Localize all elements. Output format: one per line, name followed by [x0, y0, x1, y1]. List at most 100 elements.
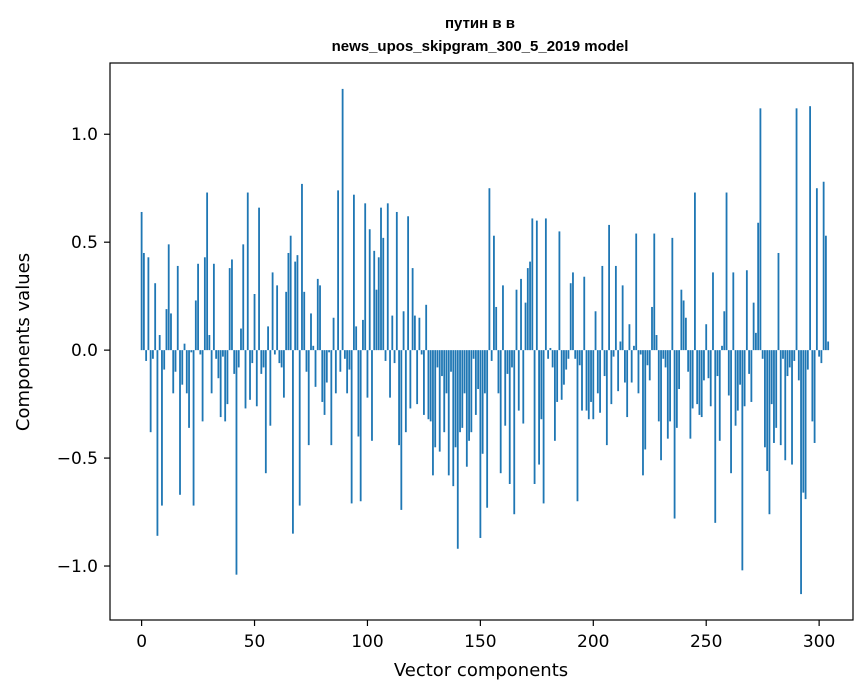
bar: [418, 317, 421, 351]
bar: [167, 244, 170, 351]
bar: [822, 181, 825, 351]
bar: [594, 311, 597, 351]
bar: [343, 350, 346, 359]
bar: [535, 220, 538, 351]
bar: [583, 276, 586, 351]
bar: [215, 350, 218, 359]
bar: [425, 304, 428, 351]
bar: [438, 350, 441, 452]
x-tick-label: 200: [577, 632, 609, 652]
bar: [603, 350, 606, 377]
bar: [251, 350, 254, 364]
bar: [782, 350, 784, 359]
bar: [773, 350, 775, 443]
bar: [644, 350, 647, 450]
bar: [495, 306, 498, 351]
bar: [285, 291, 288, 351]
bar: [745, 270, 748, 351]
bar: [411, 268, 414, 351]
bar: [646, 350, 649, 366]
bar: [472, 350, 475, 359]
bar: [565, 350, 568, 370]
bar: [346, 350, 349, 394]
bar: [511, 350, 513, 368]
bar: [605, 350, 608, 446]
bar: [441, 350, 443, 377]
bar: [764, 350, 766, 448]
bar: [368, 229, 371, 351]
bar: [675, 350, 678, 428]
bar: [310, 313, 312, 351]
bar: [705, 324, 708, 351]
bar: [648, 350, 651, 381]
bar: [172, 350, 175, 394]
bar: [669, 350, 671, 422]
bar: [292, 350, 294, 534]
y-tick-label: −1.0: [57, 557, 98, 577]
bar: [400, 350, 403, 510]
bar: [147, 257, 150, 351]
bar: [574, 350, 577, 359]
bar: [637, 350, 640, 394]
bar: [156, 350, 159, 536]
bar: [206, 192, 209, 351]
bar: [382, 237, 385, 351]
bar: [538, 350, 540, 465]
bar: [479, 350, 482, 538]
bar: [267, 326, 269, 351]
bar: [350, 350, 353, 504]
bar: [524, 302, 527, 351]
bar: [533, 350, 536, 484]
bar: [222, 350, 224, 357]
bar: [639, 350, 642, 355]
bar: [452, 350, 455, 487]
bar: [199, 350, 202, 355]
bar: [208, 335, 211, 351]
bar: [407, 216, 410, 351]
bar: [307, 350, 310, 446]
bar: [140, 211, 143, 351]
bar: [380, 207, 382, 351]
bar: [402, 311, 405, 351]
bar: [754, 332, 757, 351]
bar: [321, 350, 324, 402]
bar: [560, 350, 563, 400]
bar: [563, 350, 565, 385]
bar: [651, 306, 653, 351]
bar: [244, 350, 247, 409]
bar: [373, 250, 376, 351]
bar: [181, 350, 184, 385]
bar: [626, 350, 629, 418]
bar: [624, 350, 626, 383]
bar: [655, 335, 658, 351]
bar: [736, 350, 739, 411]
bar: [732, 272, 735, 351]
bar: [280, 350, 283, 368]
bar: [700, 350, 703, 418]
bar: [793, 350, 796, 361]
bar: [768, 350, 771, 515]
bar: [423, 350, 425, 415]
bar: [752, 302, 755, 351]
bar: [233, 350, 236, 374]
bar: [714, 350, 717, 523]
bar: [398, 350, 400, 446]
bar: [581, 350, 583, 411]
bar: [761, 350, 764, 359]
bar: [813, 350, 816, 443]
bar: [526, 268, 529, 351]
x-tick-label: 50: [244, 632, 266, 652]
bar: [298, 350, 301, 506]
bar: [486, 350, 489, 508]
bar: [348, 350, 351, 370]
bar: [750, 350, 753, 402]
bar: [427, 350, 430, 420]
bar: [393, 350, 396, 364]
bar: [802, 350, 805, 493]
bar: [443, 350, 446, 433]
bar: [520, 278, 522, 351]
bar: [721, 345, 723, 351]
bar: [301, 183, 303, 351]
bar: [174, 350, 177, 372]
bar: [231, 259, 233, 351]
